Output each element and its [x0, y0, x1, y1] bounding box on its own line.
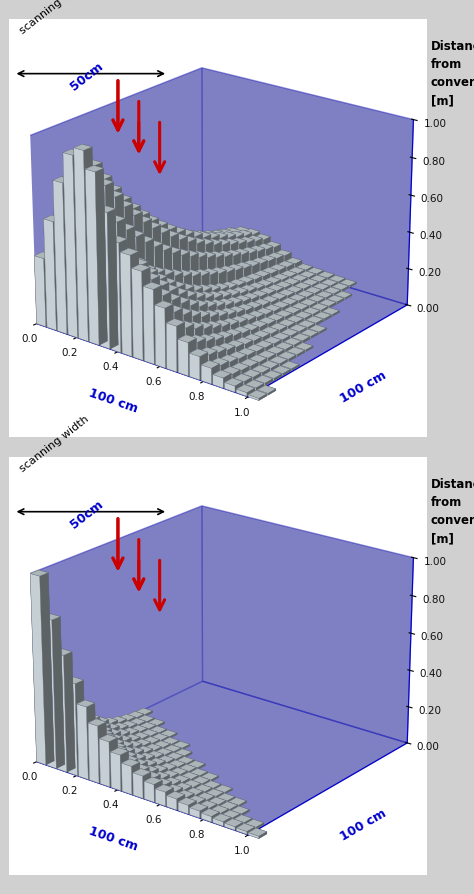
Text: Distance
from
converter
[m]: Distance from converter [m] — [431, 40, 474, 107]
X-axis label: 100 cm: 100 cm — [87, 386, 139, 415]
Text: scanning width: scanning width — [18, 414, 91, 474]
Text: Distance
from
converter
[m]: Distance from converter [m] — [431, 478, 474, 545]
Text: scanning width: scanning width — [18, 0, 91, 36]
Text: 50cm: 50cm — [68, 498, 106, 531]
Y-axis label: 100 cm: 100 cm — [338, 806, 389, 843]
Text: 50cm: 50cm — [68, 60, 106, 93]
Y-axis label: 100 cm: 100 cm — [338, 368, 389, 405]
X-axis label: 100 cm: 100 cm — [87, 824, 139, 853]
